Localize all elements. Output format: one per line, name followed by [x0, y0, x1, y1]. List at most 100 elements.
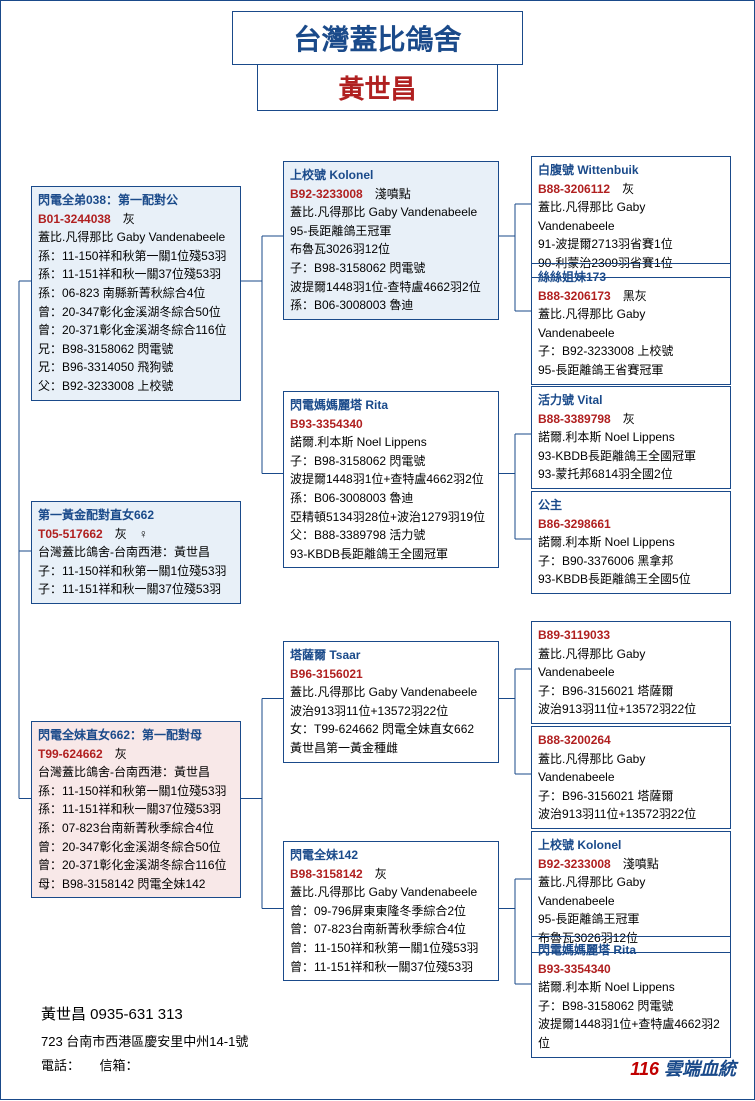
- box-line: 曾：20-371彰化金溪湖冬綜合116位: [38, 321, 234, 340]
- box-line: 93-KBDB長距離鴿王全國冠軍: [538, 447, 724, 466]
- box-line: 波治913羽11位+13572羽22位: [538, 700, 724, 719]
- box-ring-line: B88-3206173 黑灰: [538, 287, 724, 306]
- logo: 116 雲端血統: [630, 1055, 736, 1081]
- gen2-d: 閃電全妹142B98-3158142 灰蓋比.凡得那比 Gaby Vandena…: [283, 841, 499, 981]
- box-line: 波提爾1448羽1位-查特盧4662羽2位: [290, 278, 492, 297]
- box-line: 孫：06-823 南縣新菁秋綜合4位: [38, 284, 234, 303]
- box-ring-line: B93-3354340: [538, 960, 724, 979]
- box-line: 曾：09-796屏東東隆冬季綜合2位: [290, 902, 492, 921]
- box-title: 閃電媽媽麗塔 Rita: [290, 396, 492, 415]
- owner-addr: 723 台南市西港區慶安里中州14-1號: [41, 1030, 248, 1055]
- box-line: 波治913羽11位+13572羽22位: [290, 702, 492, 721]
- gen1-dam: 閃電全妹直女662：第一配對母T99-624662 灰台灣蓋比鴿舍-台南西港：黃…: [31, 721, 241, 898]
- header-line2: 黃世昌: [257, 64, 497, 111]
- gen1-mid: 第一黃金配對直女662T05-517662 灰 ♀台灣蓋比鴿舍-台南西港：黃世昌…: [31, 501, 241, 604]
- box-line: 93-蒙托邦6814羽全國2位: [538, 465, 724, 484]
- box-line: 孫：11-150祥和秋第一關1位殘53羽: [38, 782, 234, 801]
- box-line: 諾爾.利本斯 Noel Lippens: [290, 433, 492, 452]
- box-ring-line: B88-3206112 灰: [538, 180, 724, 199]
- box-line: 曾：11-150祥和秋第一關1位殘53羽: [290, 939, 492, 958]
- box-ring-line: B89-3119033: [538, 626, 724, 645]
- box-line: 蓋比.凡得那比 Gaby Vandenabeele: [538, 750, 724, 787]
- box-line: 曾：20-347彰化金溪湖冬綜合50位: [38, 838, 234, 857]
- box-line: 父：B88-3389798 活力號: [290, 526, 492, 545]
- box-line: 母：B98-3158142 閃電全妹142: [38, 875, 234, 894]
- box-title: 白腹號 Wittenbuik: [538, 161, 724, 180]
- box-line: 子：B98-3158062 閃電號: [290, 452, 492, 471]
- header-line1: 台灣蓋比鴿舍: [232, 11, 522, 65]
- box-line: 子：B96-3156021 塔薩爾: [538, 682, 724, 701]
- box-ring-line: B92-3233008 淺噴點: [538, 855, 724, 874]
- box-line: 子：11-151祥和秋一關37位殘53羽: [38, 580, 234, 599]
- box-line: 93-KBDB長距離鴿王全國5位: [538, 570, 724, 589]
- box-line: 亞精頓5134羽28位+波治1279羽19位: [290, 508, 492, 527]
- box-line: 兄：B98-3158062 閃電號: [38, 340, 234, 359]
- gen3-g: 上校號 KolonelB92-3233008 淺噴點蓋比.凡得那比 Gaby V…: [531, 831, 731, 953]
- box-line: 波提爾1448羽1位+查特盧4662羽2位: [290, 470, 492, 489]
- header: 台灣蓋比鴿舍 黃世昌: [1, 1, 754, 111]
- footer: 黃世昌 0935-631 313 723 台南市西港區慶安里中州14-1號 電話…: [41, 1001, 248, 1079]
- box-ring-line: B88-3200264: [538, 731, 724, 750]
- box-line: 曾：07-823台南新菁秋季綜合4位: [290, 920, 492, 939]
- box-line: 曾：20-371彰化金溪湖冬綜合116位: [38, 856, 234, 875]
- box-line: 孫：11-151祥和秋一關37位殘53羽: [38, 800, 234, 819]
- box-ring-line: B86-3298661: [538, 515, 724, 534]
- box-ring-line: B93-3354340: [290, 415, 492, 434]
- gen3-h: 閃電媽媽麗塔 RitaB93-3354340 諾爾.利本斯 Noel Lippe…: [531, 936, 731, 1058]
- box-ring-line: B96-3156021: [290, 665, 492, 684]
- box-line: 台灣蓋比鴿舍-台南西港：黃世昌: [38, 763, 234, 782]
- box-line: 蓋比.凡得那比 Gaby Vandenabeele: [290, 883, 492, 902]
- box-line: 蓋比.凡得那比 Gaby Vandenabeele: [538, 305, 724, 342]
- box-ring-line: B92-3233008 淺噴點: [290, 185, 492, 204]
- box-ring-line: B88-3389798 灰: [538, 410, 724, 429]
- box-line: 孫：B06-3008003 魯迪: [290, 296, 492, 315]
- gen3-d: 公主B86-3298661 諾爾.利本斯 Noel Lippens子：B90-3…: [531, 491, 731, 594]
- gen3-f: B88-3200264 蓋比.凡得那比 Gaby Vandenabeele子：B…: [531, 726, 731, 829]
- box-line: 蓋比.凡得那比 Gaby Vandenabeele: [290, 203, 492, 222]
- box-line: 95-長距離鴿王冠軍: [290, 222, 492, 241]
- box-line: 布魯瓦3026羽12位: [290, 240, 492, 259]
- box-line: 黃世昌第一黃金種雌: [290, 739, 492, 758]
- gen3-b: 絲絲姐妹173B88-3206173 黑灰蓋比.凡得那比 Gaby Vanden…: [531, 263, 731, 385]
- gen1-sire: 閃電全弟038：第一配對公B01-3244038 灰蓋比.凡得那比 Gaby V…: [31, 186, 241, 401]
- box-line: 子：B96-3156021 塔薩爾: [538, 787, 724, 806]
- logo-num: 116: [630, 1059, 659, 1079]
- box-line: 蓋比.凡得那比 Gaby Vandenabeele: [538, 645, 724, 682]
- box-title: 閃電全弟038：第一配對公: [38, 191, 234, 210]
- box-title: 絲絲姐妹173: [538, 268, 724, 287]
- box-line: 孫：11-151祥和秋一關37位殘53羽: [38, 265, 234, 284]
- gen2-c: 塔薩爾 TsaarB96-3156021 蓋比.凡得那比 Gaby Vanden…: [283, 641, 499, 763]
- box-line: 諾爾.利本斯 Noel Lippens: [538, 978, 724, 997]
- box-line: 女：T99-624662 閃電全妹直女662: [290, 720, 492, 739]
- pedigree-page: 台灣蓋比鴿舍 黃世昌 閃電全弟038：第一配對公B01-3244038 灰蓋比.…: [0, 0, 755, 1100]
- box-line: 諾爾.利本斯 Noel Lippens: [538, 428, 724, 447]
- box-line: 95-長距離鴿王省賽冠軍: [538, 361, 724, 380]
- box-line: 曾：11-151祥和秋一關37位殘53羽: [290, 958, 492, 977]
- gen2-a: 上校號 KolonelB92-3233008 淺噴點蓋比.凡得那比 Gaby V…: [283, 161, 499, 320]
- gen2-b: 閃電媽媽麗塔 RitaB93-3354340 諾爾.利本斯 Noel Lippe…: [283, 391, 499, 568]
- box-title: 塔薩爾 Tsaar: [290, 646, 492, 665]
- box-line: 諾爾.利本斯 Noel Lippens: [538, 533, 724, 552]
- box-line: 子：B92-3233008 上校號: [538, 342, 724, 361]
- box-line: 蓋比.凡得那比 Gaby Vandenabeele: [290, 683, 492, 702]
- logo-text: 雲端血統: [659, 1059, 736, 1079]
- box-line: 孫：B06-3008003 魯迪: [290, 489, 492, 508]
- box-title: 上校號 Kolonel: [538, 836, 724, 855]
- box-title: 閃電全妹142: [290, 846, 492, 865]
- box-line: 蓋比.凡得那比 Gaby Vandenabeele: [538, 873, 724, 910]
- box-line: 波治913羽11位+13572羽22位: [538, 805, 724, 824]
- box-line: 91-波提爾2713羽省賽1位: [538, 235, 724, 254]
- box-line: 子：B90-3376006 黑拿邦: [538, 552, 724, 571]
- box-line: 蓋比.凡得那比 Gaby Vandenabeele: [38, 228, 234, 247]
- box-line: 93-KBDB長距離鴿王全國冠軍: [290, 545, 492, 564]
- box-line: 蓋比.凡得那比 Gaby Vandenabeele: [538, 198, 724, 235]
- gen3-e: B89-3119033 蓋比.凡得那比 Gaby Vandenabeele子：B…: [531, 621, 731, 724]
- box-line: 子：11-150祥和秋第一關1位殘53羽: [38, 562, 234, 581]
- owner-contact: 電話： 信箱：: [41, 1054, 248, 1079]
- gen3-a: 白腹號 WittenbuikB88-3206112 灰蓋比.凡得那比 Gaby …: [531, 156, 731, 278]
- box-line: 孫：07-823台南新菁秋季綜合4位: [38, 819, 234, 838]
- box-line: 曾：20-347彰化金溪湖冬綜合50位: [38, 303, 234, 322]
- box-line: 孫：11-150祥和秋第一關1位殘53羽: [38, 247, 234, 266]
- box-ring-line: T05-517662 灰 ♀: [38, 525, 234, 544]
- box-line: 父：B92-3233008 上校號: [38, 377, 234, 396]
